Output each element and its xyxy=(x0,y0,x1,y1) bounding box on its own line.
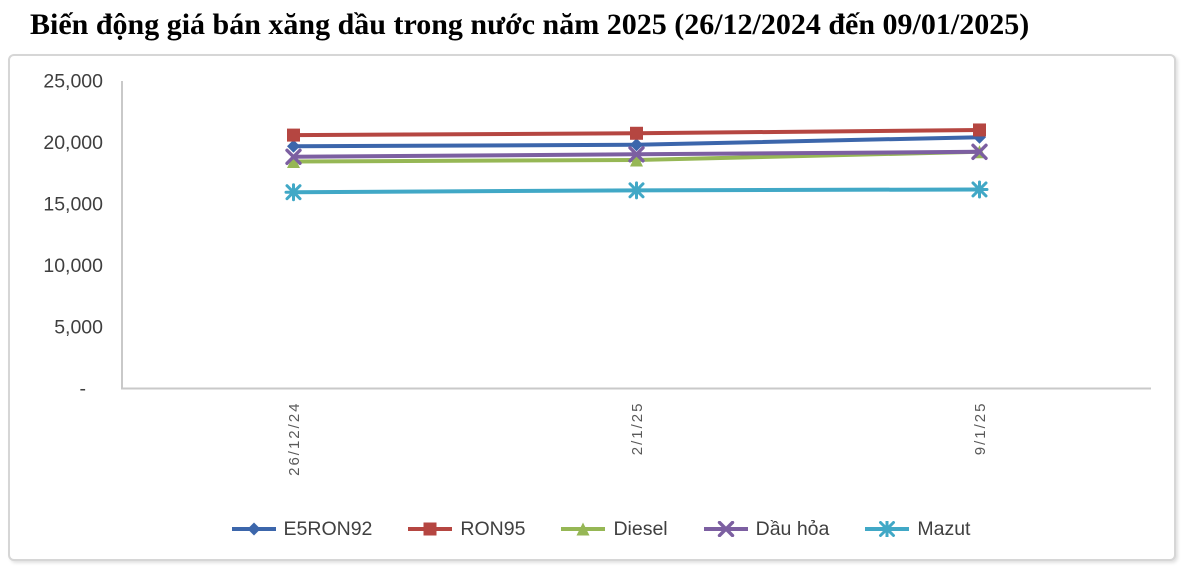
legend-item-e5ron92: E5RON92 xyxy=(230,517,373,541)
data-point-triangle-icon xyxy=(287,154,300,168)
legend-swatch-ron95 xyxy=(408,522,453,536)
y-axis-tick-label: - xyxy=(80,378,87,400)
legend-swatch-e5ron92 xyxy=(231,522,276,536)
legend-label-mazut: Mazut xyxy=(917,517,971,540)
data-point-x-icon xyxy=(285,148,302,166)
legend-swatch-mazut xyxy=(865,521,910,537)
data-point-triangle-icon xyxy=(630,153,643,167)
x-axis-tick-label: 26/12/24 xyxy=(286,402,303,476)
y-axis-tick-label: 5,000 xyxy=(54,317,103,339)
data-point-diamond-icon xyxy=(630,138,643,152)
legend-label-ron95: RON95 xyxy=(460,517,526,540)
legend-swatch-diesel xyxy=(561,522,606,536)
legend-item-mazut: Mazut xyxy=(863,518,970,541)
legend-square-icon xyxy=(423,522,437,536)
x-axis-tick-label: 2/1/25 xyxy=(629,402,646,456)
y-axis-tick-label: 15,000 xyxy=(43,194,103,216)
chart-title: Biến động giá bán xăng dầu trong nước nă… xyxy=(30,8,1030,41)
legend-x-icon xyxy=(717,521,734,537)
legend-diamond-icon xyxy=(247,522,261,536)
y-axis-tick-label: 10,000 xyxy=(43,255,103,277)
data-point-x-icon xyxy=(971,143,988,160)
legend-item-ron95: RON95 xyxy=(406,518,525,541)
legend-label-diesel: Diesel xyxy=(613,517,668,540)
legend-item-diesel: Diesel xyxy=(559,517,668,541)
legend-swatch-dau-hoa xyxy=(703,521,748,537)
data-point-asterisk-icon xyxy=(284,183,303,202)
data-point-asterisk-icon xyxy=(970,180,989,199)
data-point-square-icon xyxy=(287,128,300,142)
data-point-square-icon xyxy=(973,123,986,137)
legend-label-e5ron92: E5RON92 xyxy=(283,517,373,540)
legend-triangle-icon xyxy=(576,522,590,536)
y-axis-tick-label: 25,000 xyxy=(43,71,103,93)
legend-label-dau-hoa: Dầu hỏa xyxy=(755,517,830,540)
y-axis-tick-label: 20,000 xyxy=(43,132,103,154)
chart-legend: E5RON92 RON95 Diesel Dầu hỏa Mazut xyxy=(0,512,1200,546)
legend-asterisk-icon xyxy=(878,521,897,537)
data-point-square-icon xyxy=(630,126,643,140)
data-point-asterisk-icon xyxy=(627,181,646,200)
data-point-diamond-icon xyxy=(287,139,300,153)
axis-lines xyxy=(121,81,1151,390)
x-axis-tick-label: 9/1/25 xyxy=(972,402,989,456)
legend-item-dau-hoa: Dầu hỏa xyxy=(702,517,830,541)
data-point-x-icon xyxy=(628,146,645,163)
